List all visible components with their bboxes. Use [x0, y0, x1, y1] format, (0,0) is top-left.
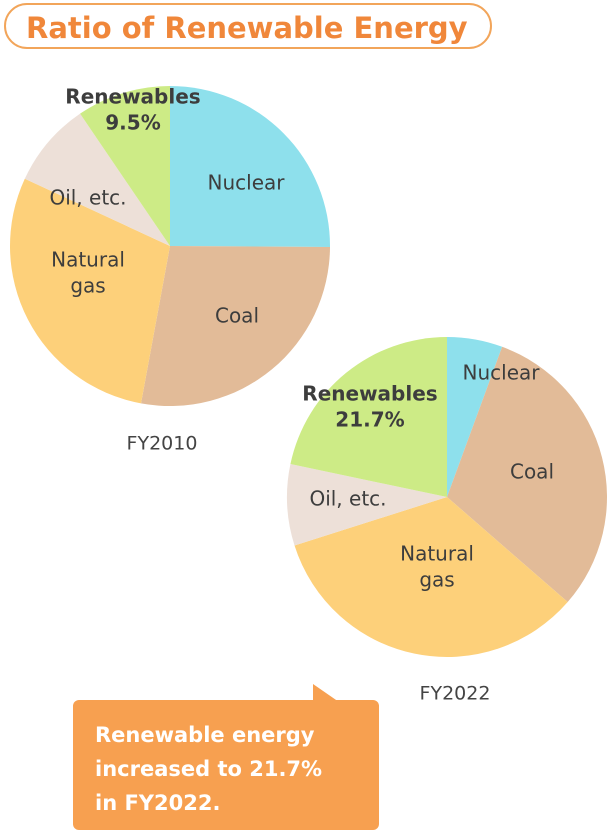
pie-year-label: FY2022 — [420, 683, 491, 701]
slice-label: Renewables — [65, 85, 200, 109]
pie-slice-oil-etc — [286, 464, 447, 546]
pie-slice-nuclear — [170, 86, 331, 248]
slice-value-label: 21.7% — [335, 408, 404, 432]
pie-slice-oil-etc — [24, 113, 170, 246]
slice-label: gas — [419, 568, 454, 592]
pie-slice-natural-gas — [10, 178, 171, 404]
slice-label: Oil, etc. — [49, 186, 126, 210]
slice-value-label: 9.5% — [105, 111, 160, 135]
pie-slice-coal — [141, 246, 330, 406]
callout-line-1: Renewable energy — [95, 723, 315, 747]
pie-slice-renewables — [80, 86, 170, 246]
pie-slice-coal — [447, 346, 607, 603]
slice-label: Coal — [510, 460, 554, 484]
pie-year-label: FY2010 — [127, 433, 198, 455]
slice-label: Natural — [400, 542, 474, 566]
pie-slice-renewables — [290, 337, 447, 497]
callout-line-3: in FY2022. — [95, 791, 221, 815]
slice-label: Oil, etc. — [309, 487, 386, 511]
pie-slice-natural-gas — [294, 497, 568, 658]
slice-label: Nuclear — [463, 361, 541, 385]
slice-label: Natural — [51, 248, 125, 272]
slice-label: Nuclear — [208, 171, 286, 195]
page-title: Ratio of Renewable Energy — [26, 11, 468, 45]
slice-label: Renewables — [302, 382, 437, 406]
title-badge: Ratio of Renewable Energy — [4, 3, 492, 49]
callout-line-2: increased to 21.7% — [95, 757, 323, 781]
callout-pointer — [313, 684, 339, 702]
slice-label: Coal — [215, 304, 259, 328]
slice-label: gas — [70, 274, 105, 298]
callout-box: Renewable energy increased to 21.7% in F… — [73, 700, 379, 830]
pie-slice-nuclear — [447, 337, 503, 497]
